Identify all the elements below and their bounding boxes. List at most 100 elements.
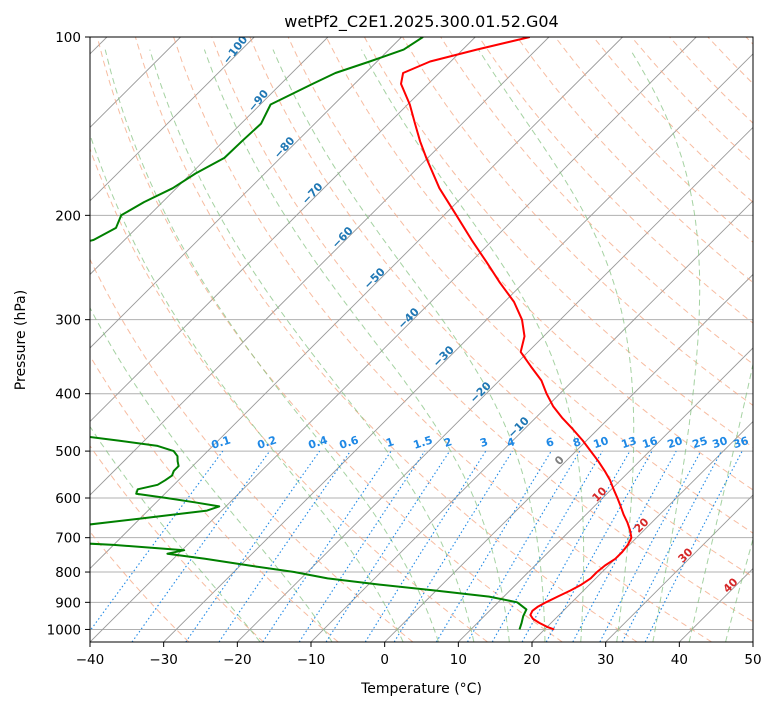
mixing-ratio-label: 25 bbox=[691, 434, 710, 451]
y-tick-label: 100 bbox=[55, 30, 81, 46]
mixing-ratio-label: 0.6 bbox=[338, 433, 361, 451]
mixing-ratio-line bbox=[185, 450, 321, 642]
mixing-ratio-label: 2 bbox=[442, 435, 453, 450]
isotherm-line bbox=[237, 126, 753, 642]
dry-adiabat-line bbox=[249, 37, 753, 578]
mixing-ratio-label: 1 bbox=[384, 435, 395, 450]
mixing-ratio-label: 0.1 bbox=[210, 433, 233, 451]
moist-adiabat-line bbox=[149, 49, 475, 642]
mixing-ratio-label: 1.5 bbox=[412, 433, 435, 451]
mixing-ratio-label: 30 bbox=[711, 434, 730, 451]
x-tick-label: −40 bbox=[76, 652, 105, 668]
isotherm-line bbox=[90, 37, 550, 496]
plot-frame bbox=[89, 36, 754, 643]
mixing-ratio-label: 0.4 bbox=[307, 433, 330, 451]
isotherm-line bbox=[163, 53, 753, 642]
mixing-ratio-line bbox=[262, 450, 392, 642]
chart-title: wetPf2_C2E1.2025.300.01.52.G04 bbox=[284, 12, 558, 32]
y-axis-label: Pressure (hPa) bbox=[13, 290, 29, 390]
x-tick-label: 40 bbox=[671, 652, 688, 668]
y-tick-label: 300 bbox=[55, 313, 81, 329]
isotherm-line bbox=[531, 420, 753, 642]
x-tick-label: −10 bbox=[297, 652, 326, 668]
x-tick-label: 50 bbox=[744, 652, 761, 668]
y-axis: 1000 900 800 700 600 500 400 300 200 100 bbox=[47, 30, 90, 638]
isotherm-line bbox=[90, 37, 623, 570]
y-tick-label: 900 bbox=[55, 595, 81, 611]
mixing-ratio-line bbox=[521, 450, 631, 642]
mixing-ratio-label: 4 bbox=[505, 435, 517, 450]
dry-adiabat-line bbox=[287, 37, 753, 534]
mixing-ratio-label: 3 bbox=[478, 435, 489, 450]
x-tick-label: 0 bbox=[380, 652, 389, 668]
x-axis: −40 −30 −20 −10 0 10 20 30 40 50 bbox=[76, 642, 762, 668]
dry-adiabats bbox=[90, 37, 753, 642]
mixing-ratio-line bbox=[298, 450, 426, 642]
dry-adiabat-line bbox=[173, 37, 712, 642]
sounding-series bbox=[90, 37, 633, 631]
mixing-ratio-line bbox=[218, 450, 351, 642]
mixing-ratio-line bbox=[90, 450, 224, 632]
y-tick-label: 800 bbox=[55, 565, 81, 581]
mixing-ratio-line bbox=[131, 450, 271, 642]
x-tick-label: 10 bbox=[450, 652, 467, 668]
isotherm-line bbox=[90, 37, 402, 349]
isotherm-line bbox=[458, 347, 753, 642]
isobar-grid bbox=[90, 37, 753, 630]
dry-adiabat-line bbox=[90, 445, 264, 642]
x-tick-label: 20 bbox=[523, 652, 540, 668]
x-tick-label: 30 bbox=[597, 652, 614, 668]
mixing-ratio-line bbox=[325, 450, 451, 642]
isotherm-line bbox=[90, 37, 329, 276]
moist-adiabat-line bbox=[90, 132, 404, 642]
mixing-ratio-label: 8 bbox=[571, 435, 582, 450]
y-tick-label: 400 bbox=[55, 387, 81, 403]
y-tick-label: 200 bbox=[55, 208, 81, 224]
moist-adiabat-line bbox=[90, 425, 261, 642]
y-tick-label: 600 bbox=[55, 491, 81, 507]
mixing-ratio-line bbox=[393, 450, 513, 642]
dry-adiabat-line bbox=[134, 37, 638, 642]
moist-adiabat-line bbox=[478, 49, 635, 642]
y-tick-label: 1000 bbox=[47, 622, 81, 638]
isotherm-line bbox=[90, 37, 255, 202]
mixing-ratio-label: 20 bbox=[666, 434, 685, 451]
isotherm-line bbox=[90, 37, 476, 423]
x-tick-label: −20 bbox=[223, 652, 252, 668]
x-tick-label: −30 bbox=[149, 652, 178, 668]
moist-adiabat-line bbox=[361, 49, 585, 642]
mixing-ratio-label: 36 bbox=[732, 434, 751, 451]
mixing-ratio-line bbox=[572, 450, 677, 642]
mixing-ratio-line bbox=[545, 450, 653, 642]
isotherm-grid bbox=[90, 37, 753, 642]
mixing-ratio-line bbox=[644, 450, 743, 642]
mixing-ratio-label: 16 bbox=[641, 434, 660, 451]
dry-adiabat-line bbox=[90, 258, 414, 642]
moist-adiabat-line bbox=[629, 49, 701, 642]
moist-adiabat-line bbox=[272, 49, 546, 642]
mixing-ratio-label: 6 bbox=[544, 435, 556, 450]
y-tick-label: 500 bbox=[55, 444, 81, 460]
mixing-ratio-line bbox=[364, 450, 487, 642]
dewpoint-line bbox=[90, 37, 528, 630]
moist-adiabat-line bbox=[104, 49, 439, 642]
y-tick-label: 700 bbox=[55, 531, 81, 547]
plot-area: −100−90−80−70−60−50−40−30−20−10010203040… bbox=[90, 37, 753, 642]
dry-adiabat-line bbox=[90, 355, 339, 642]
dry-adiabat-line bbox=[516, 37, 753, 284]
dry-adiabat-line bbox=[211, 37, 753, 623]
temperature-line bbox=[400, 37, 633, 631]
mixing-ratio-label: 0.2 bbox=[256, 433, 279, 451]
isotherm-line bbox=[384, 273, 753, 642]
moist-adiabat-line bbox=[725, 537, 753, 642]
mixing-ratio-label: 10 bbox=[592, 434, 611, 451]
moist-adiabat-line bbox=[90, 306, 333, 642]
moist-adiabat-line bbox=[688, 362, 753, 642]
mixing-ratio-label: 13 bbox=[620, 434, 639, 451]
isotherm-line bbox=[605, 494, 753, 642]
isotherm-line bbox=[90, 37, 697, 642]
x-axis-label: Temperature (°C) bbox=[360, 681, 482, 697]
dry-adiabat-line bbox=[325, 37, 753, 491]
